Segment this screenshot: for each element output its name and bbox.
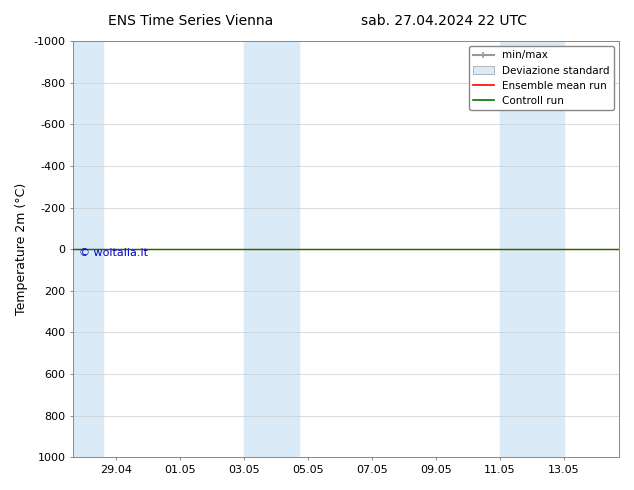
Bar — [500, 41, 564, 457]
Text: ENS Time Series Vienna: ENS Time Series Vienna — [108, 14, 273, 28]
Y-axis label: Temperature 2m (°C): Temperature 2m (°C) — [15, 183, 28, 316]
Text: sab. 27.04.2024 22 UTC: sab. 27.04.2024 22 UTC — [361, 14, 527, 28]
Legend: min/max, Deviazione standard, Ensemble mean run, Controll run: min/max, Deviazione standard, Ensemble m… — [469, 46, 614, 110]
Text: © woitalia.it: © woitalia.it — [79, 248, 148, 258]
Bar — [73, 41, 103, 457]
Bar — [243, 41, 299, 457]
